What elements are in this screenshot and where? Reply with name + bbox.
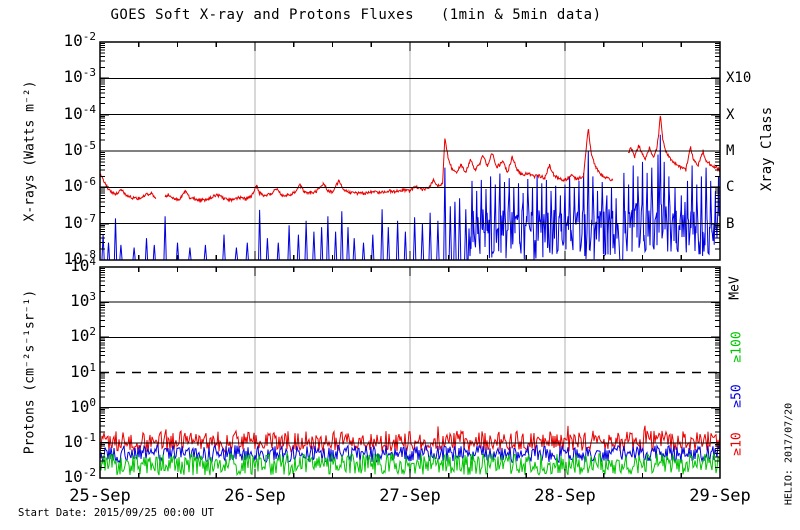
proton-ytick-10e3: 103 [70, 290, 96, 311]
proton-ytick-10e-1: 10-1 [63, 430, 96, 451]
xray-ytick-10e-3: 10-3 [63, 66, 96, 87]
xray-class-label-c: C [726, 179, 735, 196]
mev-axis-label: MeV [727, 276, 743, 300]
proton-axis-label: Protons (cm⁻²s⁻¹sr⁻¹) [22, 289, 38, 455]
date-label-27-sep: 27-Sep [379, 486, 441, 506]
xray-ytick-10e-4: 10-4 [63, 102, 96, 123]
xray-series [100, 115, 720, 260]
date-label-26-sep: 26-Sep [224, 486, 286, 506]
xray-class-label-b: B [726, 215, 735, 232]
proton-ytick-10e2: 102 [70, 325, 96, 346]
proton-ge100-label: ≥100 [729, 331, 745, 363]
xray-ytick-10e-7: 10-7 [63, 211, 96, 232]
xray-ytick-10e-2: 10-2 [63, 30, 96, 50]
proton-ytick-10e0: 100 [70, 395, 96, 416]
xray-class-label-m: M [726, 143, 735, 159]
xray-ytick-10e-8: 10-8 [63, 248, 96, 268]
date-label-29-sep: 29-Sep [689, 486, 751, 506]
proton-ytick-10e4: 104 [70, 255, 96, 275]
xray-panel [99, 41, 721, 261]
proton-ytick-10e-2: 10-2 [63, 466, 96, 486]
xray-ytick-10e-5: 10-5 [63, 139, 96, 159]
xray-class-label-x10: X10 [726, 70, 752, 87]
proton-ge10-label: ≥10 [729, 432, 745, 456]
xray-class-label-x: X [726, 106, 735, 123]
xray-class-axis-label: Xray Class [759, 106, 775, 192]
start-date-label: Start Date: 2015/09/25 00:00 UT [18, 507, 214, 519]
date-label-25-sep: 25-Sep [69, 486, 131, 506]
credit-stamp: HELIO: 2017/07/20 [783, 402, 795, 506]
proton-ytick-10e1: 101 [70, 360, 96, 381]
xray-axis-label: X-rays (Watts m⁻²) [22, 80, 38, 222]
chart-title: GOES Soft X-ray and Protons Fluxes (1min… [110, 7, 602, 23]
date-label-28-sep: 28-Sep [534, 486, 596, 506]
xray-ytick-10e-6: 10-6 [63, 175, 96, 196]
proton-ge50-label: ≥50 [729, 384, 745, 408]
protons-panel [99, 266, 721, 479]
